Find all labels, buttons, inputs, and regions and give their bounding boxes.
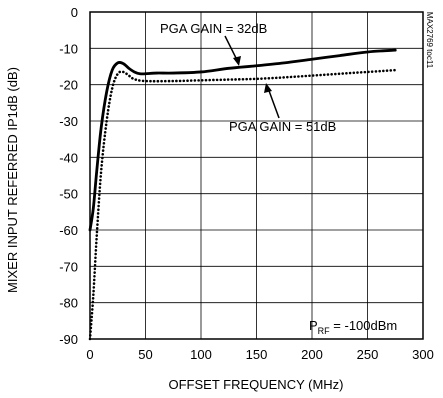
- y-tick-label: -50: [59, 187, 78, 202]
- x-tick-label: 300: [412, 347, 434, 362]
- y-tick-label: 0: [71, 5, 78, 20]
- y-tick-label: -30: [59, 114, 78, 129]
- prf-sub: RF: [318, 326, 330, 336]
- y-tick-label: -80: [59, 296, 78, 311]
- x-axis-label: OFFSET FREQUENCY (MHz): [168, 377, 343, 392]
- plot-frame: [89, 11, 424, 340]
- y-tick-label: -60: [59, 223, 78, 238]
- y-tick-label: -70: [59, 259, 78, 274]
- x-tick-label: 50: [138, 347, 152, 362]
- y-tick-label: -90: [59, 332, 78, 347]
- arrowhead-32db: [233, 56, 241, 66]
- prf-label: PRF = -100dBm: [309, 318, 397, 336]
- y-tick-label: -20: [59, 78, 78, 93]
- x-tick-label: 150: [246, 347, 268, 362]
- x-tick-label: 200: [301, 347, 323, 362]
- arrowhead-51db: [264, 83, 272, 93]
- arrow-51db: [267, 87, 280, 119]
- figure-id-label: MAX2769 toc11: [425, 12, 434, 69]
- y-tick-labels: 0 -10 -20 -30 -40 -50 -60 -70 -80 -90: [59, 5, 78, 347]
- x-tick-label: 100: [190, 347, 212, 362]
- y-tick-label: -10: [59, 41, 78, 56]
- series-layer: [88, 48, 397, 341]
- series-line-pga-51db: [88, 68, 397, 341]
- label-pga-51db: PGA GAIN = 51dB: [229, 119, 336, 134]
- x-tick-label: 250: [357, 347, 379, 362]
- prf-main: P: [309, 318, 318, 333]
- prf-rest: = -100dBm: [330, 318, 398, 333]
- y-tick-label: -40: [59, 150, 78, 165]
- series-line-pga-32db: [88, 48, 397, 232]
- x-tick-labels: 0 50 100 150 200 250 300: [86, 347, 433, 362]
- y-axis-label: MIXER INPUT REFERRED IP1dB (dB): [5, 67, 20, 293]
- x-tick-label: 0: [86, 347, 93, 362]
- label-pga-32db: PGA GAIN = 32dB: [160, 21, 267, 36]
- grid: [90, 12, 423, 339]
